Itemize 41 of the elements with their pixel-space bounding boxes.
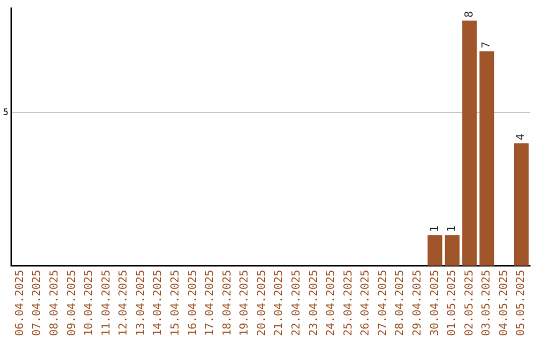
x-tick-label: 16.04.2025 <box>186 270 199 336</box>
bar <box>514 143 529 266</box>
x-tick-label: 15.04.2025 <box>168 270 182 336</box>
x-tick-label: 11.04.2025 <box>99 270 112 336</box>
x-tick-label: 08.04.2025 <box>47 270 60 336</box>
x-tick-label: 13.04.2025 <box>134 270 147 336</box>
bar <box>462 20 477 266</box>
x-tick-label: 28.04.2025 <box>393 270 406 336</box>
x-tick-label: 03.05.2025 <box>480 270 493 336</box>
x-tick-label: 24.04.2025 <box>324 270 338 336</box>
x-tick-label: 06.04.2025 <box>12 270 26 336</box>
x-tick-label: 02.05.2025 <box>462 270 476 336</box>
x-tick-label: 09.04.2025 <box>64 270 78 336</box>
x-tick-label: 29.04.2025 <box>410 270 424 336</box>
data-label: 1 <box>428 226 441 232</box>
x-tick-label: 19.04.2025 <box>238 270 251 336</box>
data-label: 1 <box>445 226 458 232</box>
x-tick-label: 04.05.2025 <box>496 270 510 336</box>
x-tick-label: 10.04.2025 <box>82 270 96 336</box>
x-tick-label: 18.04.2025 <box>220 270 234 336</box>
x-tick-label: 21.04.2025 <box>272 270 286 336</box>
x-tick-label: 27.04.2025 <box>376 270 389 336</box>
data-label: 8 <box>462 11 476 18</box>
data-label: 4 <box>514 133 528 140</box>
bar <box>444 235 460 266</box>
y-tick-label: 5 <box>2 108 8 118</box>
x-tick-label: 12.04.2025 <box>116 270 130 336</box>
x-tick-label: 14.04.2025 <box>151 270 164 336</box>
data-label: 7 <box>480 42 493 48</box>
bar <box>428 235 442 266</box>
x-tick-label: 01.05.2025 <box>445 270 458 336</box>
x-tick-label: 07.04.2025 <box>30 270 44 336</box>
x-tick-label: 20.04.2025 <box>254 270 268 336</box>
bar <box>479 51 494 266</box>
x-tick-label: 22.04.2025 <box>290 270 302 336</box>
x-tick-label: 25.04.2025 <box>341 270 354 336</box>
x-tick-label: 26.04.2025 <box>358 270 372 336</box>
x-tick-label: 30.04.2025 <box>428 270 441 336</box>
x-tick-label: 05.05.2025 <box>514 270 528 336</box>
x-tick-label: 17.04.2025 <box>203 270 216 336</box>
x-tick-label: 23.04.2025 <box>306 270 320 336</box>
